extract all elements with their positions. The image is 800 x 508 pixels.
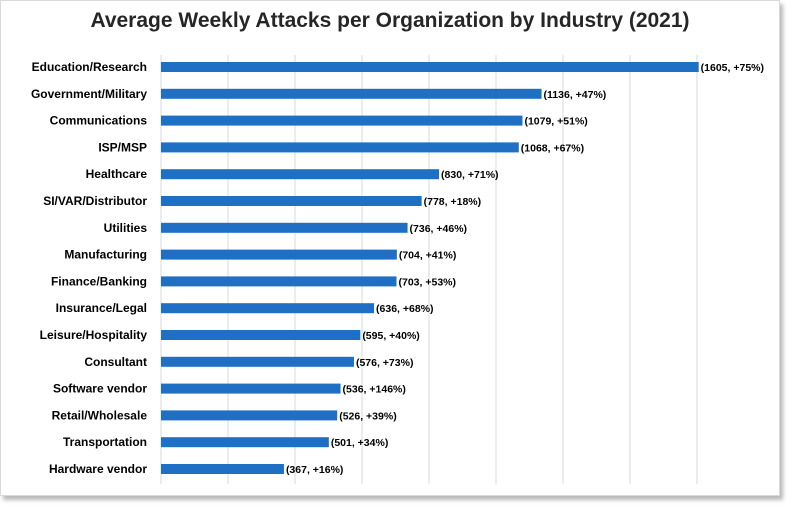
data-label: (704, +41%) [399,250,457,262]
category-label: Government/Military [31,87,147,101]
bar [161,169,440,180]
bar [161,410,338,421]
category-label: SI/VAR/Distributor [43,194,147,208]
category-label: Hardware vendor [49,462,147,476]
chart-title: Average Weekly Attacks per Organization … [90,9,690,32]
category-label: ISP/MSP [98,140,147,154]
bar [161,383,341,394]
bar [161,142,519,153]
category-label: Utilities [104,221,148,235]
category-label: Education/Research [32,60,147,74]
chart-frame: Average Weekly Attacks per Organization … [0,0,780,496]
category-label: Healthcare [86,167,148,181]
data-label: (526, +39%) [339,410,397,422]
data-label: (536, +146%) [343,384,406,396]
data-label: (1136, +47%) [544,89,607,101]
data-label: (576, +73%) [356,357,414,369]
category-label: Retail/Wholesale [52,408,148,422]
bar [161,464,284,474]
bar [161,249,397,260]
data-label: (830, +71%) [441,169,499,181]
bar-chart: Education/Research (1605, +75%) Government… [31,55,764,484]
bar [161,196,422,206]
bar [161,356,354,367]
category-label: Communications [50,114,148,128]
bar [161,303,375,314]
data-label: (1068, +67%) [521,142,584,154]
category-label: Insurance/Legal [56,301,147,315]
data-label: (736, +46%) [410,223,468,235]
data-label: (501, +34%) [331,437,389,449]
data-label: (1605, +75%) [701,62,764,74]
category-label: Manufacturing [64,248,147,262]
data-label: (636, +68%) [376,303,434,315]
bar [161,115,523,126]
data-label: (367, +16%) [286,464,344,476]
data-label: (703, +53%) [399,276,457,288]
bar [161,276,397,287]
bar [161,222,408,233]
data-label: (1079, +51%) [524,116,587,128]
category-label: Leisure/Hospitality [40,328,148,342]
category-label: Transportation [63,435,147,449]
bar [161,62,699,72]
bar [161,437,329,448]
data-label: (778, +18%) [424,196,482,208]
category-label: Finance/Banking [51,274,147,288]
category-label: Software vendor [53,382,147,396]
bar [161,88,542,99]
bar [161,330,361,340]
category-label: Consultant [84,355,147,369]
data-label: (595, +40%) [362,330,420,342]
